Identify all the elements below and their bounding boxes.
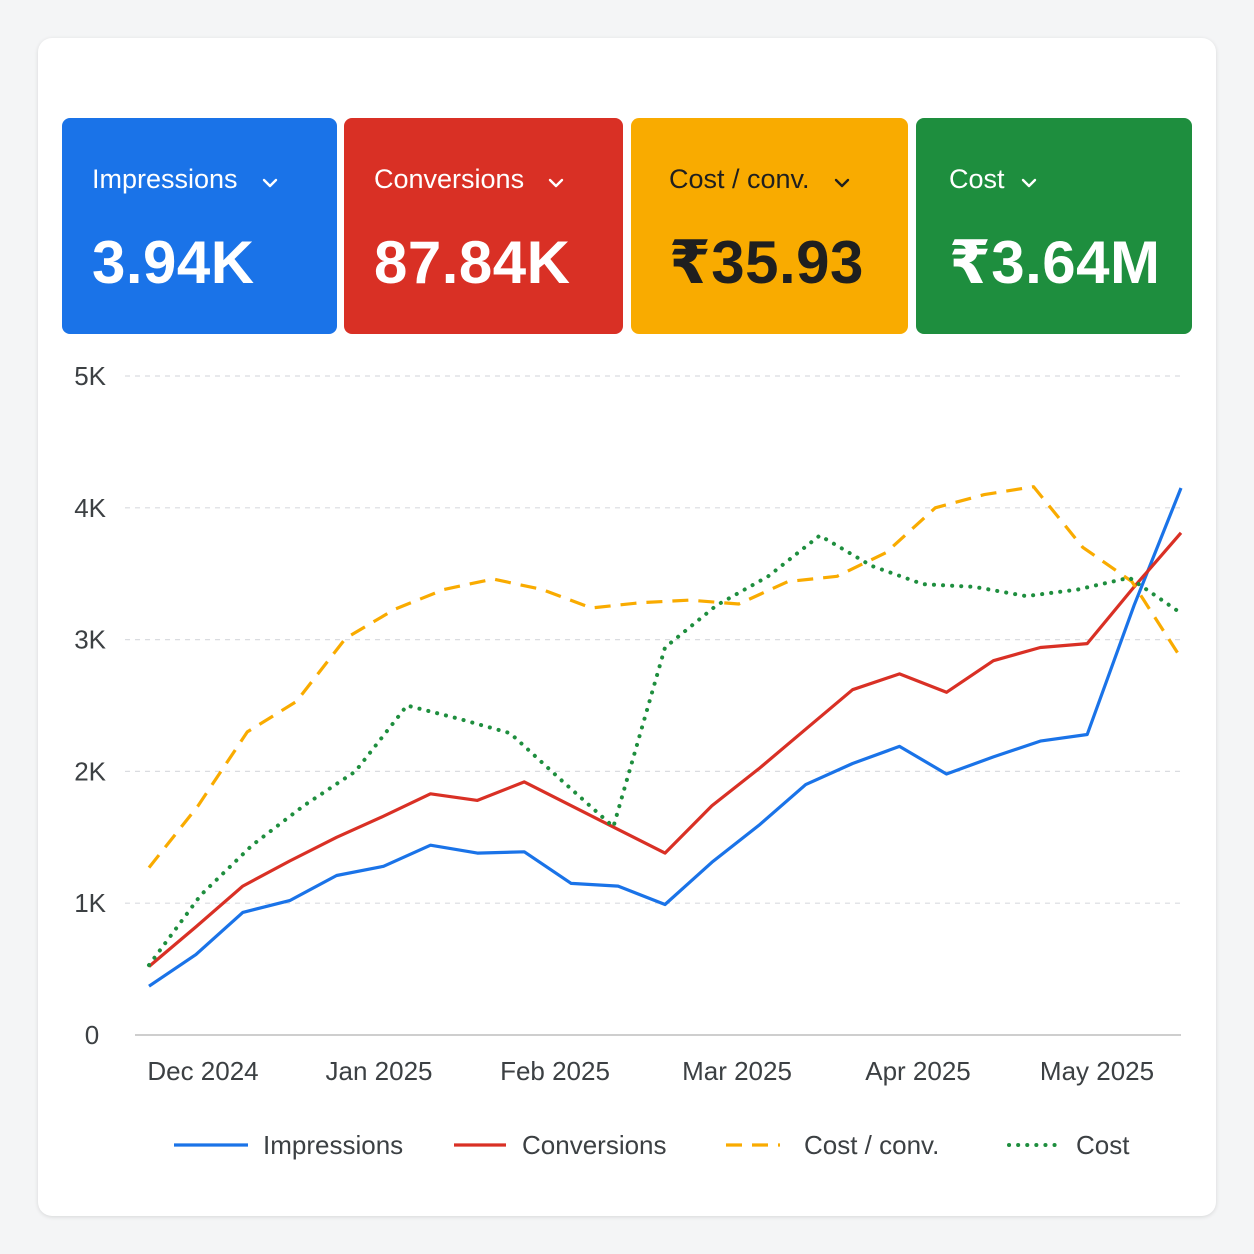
chevron-down-icon[interactable] [1019,169,1039,189]
series-line-conversions [147,531,1183,968]
series-line-cost-conv [147,485,1183,869]
legend-label: Cost / conv. [804,1130,939,1160]
x-tick-label: Jan 2025 [326,1056,433,1086]
x-tick-label: Apr 2025 [865,1056,971,1086]
scorecard-header: Impressions [92,162,337,196]
scorecard-cost[interactable]: Cost ₹3.64M [916,118,1192,334]
scorecard-value: ₹35.93 [669,229,864,296]
legend-label: Cost [1076,1130,1130,1160]
x-tick-label: Feb 2025 [500,1056,610,1086]
series-line-cost [147,533,1183,968]
chevron-down-icon[interactable] [832,169,852,189]
scorecard-label: Cost / conv. [669,163,810,194]
line-chart: 0 1K 2K 3K 4K 5K Dec 2024 Jan 2025 Feb 2025 Mar 2… [74,361,1183,1160]
scorecard-impressions[interactable]: Impressions 3.94K [62,118,337,334]
scorecard-header: Conversions [374,162,623,196]
series-line-impressions [148,487,1183,988]
legend-label: Impressions [263,1130,403,1160]
y-tick-label: 5K [74,361,106,391]
y-tick-label: 2K [74,756,106,786]
y-tick-label: 3K [74,625,106,655]
dashboard-card: Impressions 3.94K Conversions 87.84K Cos… [38,38,1216,1216]
scorecard-label: Impressions [92,163,238,194]
scorecard-cost-per-conv[interactable]: Cost / conv. ₹35.93 [631,118,908,334]
chevron-down-icon[interactable] [546,169,566,189]
x-tick-label: Mar 2025 [682,1056,792,1086]
legend-label: Conversions [522,1130,667,1160]
x-tick-label: Dec 2024 [147,1056,258,1086]
scorecard-header: Cost [949,162,1192,196]
scorecard-label: Cost [949,163,1005,194]
chevron-down-icon[interactable] [260,169,280,189]
scorecard-header: Cost / conv. [669,162,908,196]
y-tick-label: 1K [74,888,106,918]
scorecard-value: 87.84K [374,229,571,296]
x-tick-label: May 2025 [1040,1056,1154,1086]
y-tick-label: 0 [85,1020,99,1050]
scorecard-label: Conversions [374,163,525,194]
scorecard-conversions[interactable]: Conversions 87.84K [344,118,623,334]
scorecard-value: ₹3.64M [949,229,1161,296]
scorecard-value: 3.94K [92,229,255,296]
y-tick-label: 4K [74,493,106,523]
